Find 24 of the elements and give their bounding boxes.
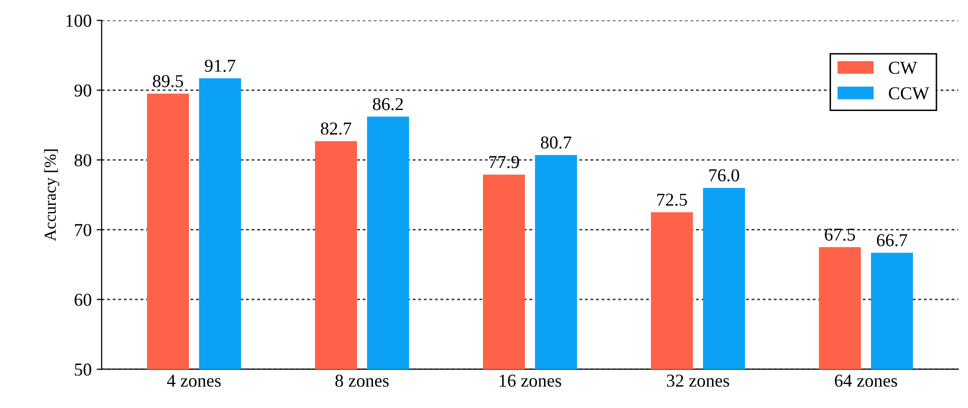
data-label: 86.2: [372, 98, 403, 110]
y-tick-label: 80: [74, 154, 92, 166]
y-tick-label: 100: [66, 14, 92, 27]
x-tick-label: 16 zones: [500, 374, 562, 387]
data-label: 66.7: [876, 234, 908, 246]
data-label: 80.7: [540, 136, 572, 149]
y-axis-title: Accuracy [%]: [44, 150, 60, 242]
data-label: 72.5: [657, 194, 688, 206]
data-label: 67.5: [824, 228, 855, 241]
legend-label: CCW: [888, 87, 930, 100]
x-tick-label: 32 zones: [666, 374, 730, 387]
legend-label: CW: [888, 62, 918, 74]
x-tick-label: 8 zones: [335, 374, 389, 387]
y-tick-label: 60: [74, 294, 92, 306]
data-label: 91.7: [204, 60, 236, 72]
y-tick-label: 70: [75, 224, 92, 236]
data-label: 89.5: [152, 75, 184, 88]
data-label: 77.9: [489, 156, 520, 168]
x-tick-label: 64 zones: [834, 374, 898, 387]
y-tick-label: 90: [74, 84, 92, 97]
y-tick-label: 50: [74, 363, 92, 376]
data-label: 76.0: [709, 169, 740, 182]
x-tick-label: 4 zones: [167, 374, 221, 387]
data-label: 82.7: [320, 122, 352, 135]
